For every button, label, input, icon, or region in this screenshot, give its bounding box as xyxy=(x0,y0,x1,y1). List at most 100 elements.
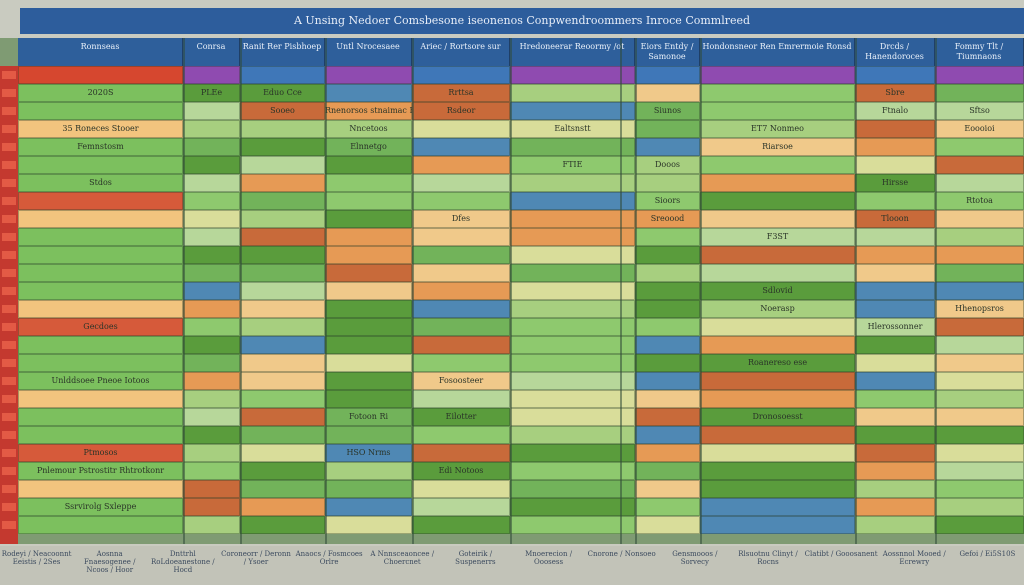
table-cell[interactable] xyxy=(240,426,325,444)
table-cell[interactable] xyxy=(700,390,855,408)
table-cell[interactable] xyxy=(510,138,635,156)
table-cell[interactable] xyxy=(635,120,700,138)
table-cell-value[interactable]: Nncetoos xyxy=(349,124,388,133)
table-cell[interactable] xyxy=(325,372,412,390)
table-cell-value[interactable]: Rtotoa xyxy=(966,196,993,205)
table-cell[interactable] xyxy=(510,426,635,444)
table-cell[interactable] xyxy=(855,354,935,372)
table-cell-value[interactable]: Sftso xyxy=(969,106,990,115)
table-cell[interactable] xyxy=(183,120,240,138)
column-header[interactable]: Eiors Entdy / Samonoe xyxy=(635,38,700,66)
table-cell[interactable] xyxy=(700,480,855,498)
table-cell-value[interactable]: Rnenorsos stnaimac Rresoenoes xyxy=(325,106,412,115)
table-cell[interactable] xyxy=(935,498,1024,516)
table-cell[interactable] xyxy=(935,336,1024,354)
column-header[interactable]: Hredoneerar Reoormy /ot xyxy=(510,38,635,66)
table-cell[interactable] xyxy=(635,354,700,372)
table-cell-value[interactable]: Sioors xyxy=(654,196,681,205)
table-cell-value[interactable]: Rrttsa xyxy=(448,88,474,97)
table-cell[interactable] xyxy=(635,318,700,336)
table-cell[interactable] xyxy=(510,102,635,120)
table-cell[interactable] xyxy=(18,408,183,426)
table-cell[interactable] xyxy=(183,480,240,498)
table-cell-value[interactable]: FTIE xyxy=(562,160,583,169)
table-cell-value[interactable]: ET7 Nonmeo xyxy=(751,124,804,133)
column-header[interactable]: Ranit Rer Pisbhoep xyxy=(240,38,325,66)
table-cell-value[interactable]: Rsdeor xyxy=(446,106,476,115)
table-cell[interactable] xyxy=(412,516,510,534)
table-cell[interactable] xyxy=(325,66,412,84)
table-cell[interactable] xyxy=(183,372,240,390)
table-cell[interactable] xyxy=(325,264,412,282)
table-cell[interactable] xyxy=(240,156,325,174)
table-cell[interactable] xyxy=(183,138,240,156)
table-cell[interactable] xyxy=(183,174,240,192)
table-cell[interactable] xyxy=(325,174,412,192)
table-cell[interactable] xyxy=(935,408,1024,426)
table-cell[interactable] xyxy=(183,282,240,300)
table-cell[interactable] xyxy=(18,372,183,390)
table-cell[interactable] xyxy=(240,480,325,498)
table-cell[interactable] xyxy=(18,192,183,210)
table-cell[interactable] xyxy=(183,390,240,408)
table-cell-value[interactable]: Gecdoes xyxy=(83,322,118,331)
table-cell[interactable] xyxy=(325,480,412,498)
table-cell[interactable] xyxy=(635,480,700,498)
table-cell[interactable] xyxy=(510,174,635,192)
table-cell-value[interactable]: 2020S xyxy=(87,88,114,97)
table-cell[interactable] xyxy=(18,138,183,156)
table-cell[interactable] xyxy=(855,228,935,246)
table-cell[interactable] xyxy=(935,210,1024,228)
table-cell[interactable] xyxy=(183,354,240,372)
table-cell-value[interactable]: Sdlovid xyxy=(762,286,793,295)
column-header[interactable]: Untl Nrocesaee xyxy=(325,38,412,66)
table-cell-value[interactable]: Dfes xyxy=(451,214,471,223)
table-cell[interactable] xyxy=(240,264,325,282)
table-cell[interactable] xyxy=(635,462,700,480)
table-cell[interactable] xyxy=(412,498,510,516)
table-cell-value[interactable]: 35 Roneces Stooer xyxy=(62,124,139,133)
table-cell-value[interactable]: Sooeo xyxy=(270,106,295,115)
table-cell[interactable] xyxy=(18,480,183,498)
table-cell[interactable] xyxy=(412,318,510,336)
table-cell[interactable] xyxy=(855,480,935,498)
table-cell-value[interactable]: Hirsse xyxy=(881,178,909,187)
table-cell[interactable] xyxy=(700,84,855,102)
table-cell[interactable] xyxy=(635,66,700,84)
table-cell[interactable] xyxy=(325,192,412,210)
table-cell[interactable] xyxy=(240,318,325,336)
table-cell[interactable] xyxy=(935,444,1024,462)
column-header[interactable]: Ariec / Rortsore sur xyxy=(412,38,510,66)
column-header[interactable]: Fommy Tlt / Tiumnaons xyxy=(935,38,1024,66)
table-cell[interactable] xyxy=(325,318,412,336)
table-cell[interactable] xyxy=(635,516,700,534)
table-cell[interactable] xyxy=(635,282,700,300)
table-cell[interactable] xyxy=(325,228,412,246)
table-cell[interactable] xyxy=(325,300,412,318)
table-cell-value[interactable]: Eduo Cce xyxy=(263,88,302,97)
table-cell[interactable] xyxy=(325,246,412,264)
table-cell[interactable] xyxy=(935,84,1024,102)
table-cell[interactable] xyxy=(240,138,325,156)
table-cell[interactable] xyxy=(635,390,700,408)
table-cell[interactable] xyxy=(18,66,183,84)
table-cell[interactable] xyxy=(325,516,412,534)
table-cell[interactable] xyxy=(935,138,1024,156)
table-cell[interactable] xyxy=(412,228,510,246)
table-cell-value[interactable]: Ssrvirolg Sxleppe xyxy=(64,502,137,511)
column-header[interactable]: Ronnseas xyxy=(18,38,183,66)
table-cell[interactable] xyxy=(700,516,855,534)
table-cell[interactable] xyxy=(855,516,935,534)
table-cell[interactable] xyxy=(855,120,935,138)
table-cell[interactable] xyxy=(18,300,183,318)
table-cell[interactable] xyxy=(635,174,700,192)
table-cell[interactable] xyxy=(18,336,183,354)
table-cell[interactable] xyxy=(412,174,510,192)
table-cell-value[interactable]: PLEe xyxy=(200,88,223,97)
table-cell[interactable] xyxy=(183,300,240,318)
table-cell-value[interactable]: Stdos xyxy=(89,178,112,187)
table-cell[interactable] xyxy=(325,462,412,480)
table-cell[interactable] xyxy=(510,192,635,210)
table-cell-value[interactable]: Femnstosm xyxy=(77,142,124,151)
table-cell[interactable] xyxy=(325,336,412,354)
